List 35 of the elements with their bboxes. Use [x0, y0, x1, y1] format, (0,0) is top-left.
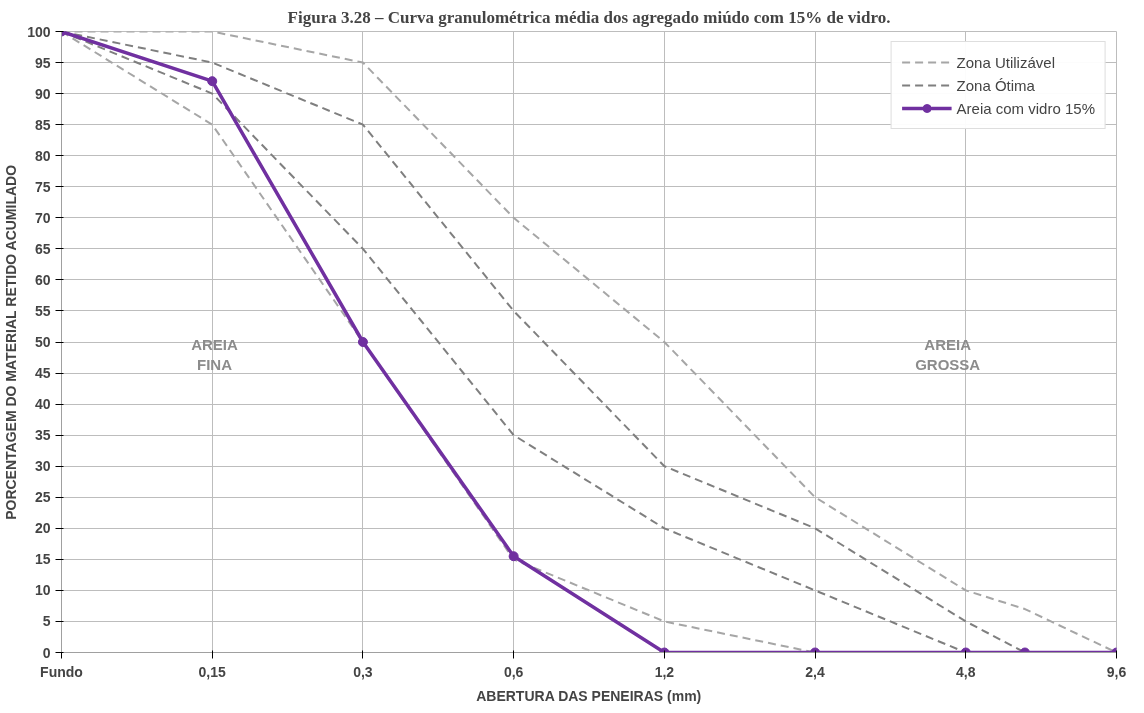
- y-tick-label: 45: [34, 365, 51, 382]
- y-tick-label: 30: [34, 458, 51, 475]
- y-tick-label: 25: [34, 489, 51, 506]
- y-tick-label: 10: [34, 582, 51, 599]
- y-tick-label: 85: [34, 116, 51, 133]
- y-tick-label: 95: [34, 54, 51, 71]
- y-tick-label: 75: [34, 178, 51, 195]
- legend-label: Zona Ótima: [956, 76, 1035, 94]
- y-axis-title: PORCENTAGEM DO MATERIAL RETIDO ACUMILADO: [3, 164, 20, 520]
- x-tick-label: 2,4: [805, 663, 826, 680]
- x-tick-label: 0,15: [198, 663, 227, 680]
- x-tick-label: 4,8: [956, 663, 976, 680]
- y-tick-label: 55: [34, 302, 51, 319]
- y-tick-label: 15: [34, 551, 51, 568]
- y-tick-label: 80: [34, 147, 51, 164]
- x-tick-label: 0,6: [503, 663, 524, 680]
- y-tick-label: 5: [42, 613, 51, 630]
- x-tick-label: 9,6: [1106, 663, 1127, 680]
- y-tick-label: 65: [34, 240, 51, 257]
- y-tick-label: 0: [42, 644, 51, 661]
- x-tick-label: 0,3: [353, 663, 373, 680]
- chart-title: Figura 3.28 – Curva granulométrica média dos agregado miúdo com 15% de vidro.: [287, 7, 891, 27]
- y-tick-label: 100: [27, 23, 51, 40]
- y-tick-label: 50: [34, 334, 51, 350]
- y-tick-label: 90: [34, 85, 51, 102]
- x-tick-label: Fundo: [40, 663, 83, 680]
- y-tick-label: 40: [34, 396, 51, 413]
- legend-label: Areia com vidro 15%: [956, 99, 1095, 117]
- x-tick-label: 1,2: [654, 663, 675, 680]
- y-tick-label: 60: [34, 271, 51, 288]
- x-axis-title: ABERTURA DAS PENEIRAS (mm): [476, 687, 702, 704]
- y-tick-label: 35: [34, 427, 51, 444]
- y-tick-label: 20: [34, 520, 51, 537]
- y-tick-label: 70: [34, 209, 51, 226]
- legend-label: Zona Utilizável: [956, 53, 1055, 71]
